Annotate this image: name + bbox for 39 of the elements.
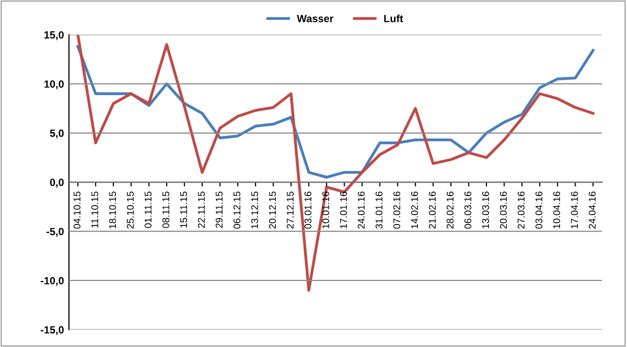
x-tick-label: 13.03.16 xyxy=(482,192,490,228)
x-tick-label: 04.10.15 xyxy=(74,192,80,229)
x-tick-label: 20.12.15 xyxy=(268,192,276,229)
x-tick-label: 28.02.16 xyxy=(446,192,454,229)
x-tick-label: 03.04.16 xyxy=(535,192,542,229)
x-tick-label: 29.11.15 xyxy=(216,192,223,228)
x-tick-label: 01.11.15 xyxy=(144,192,152,228)
y-tick-label: 5,0 xyxy=(50,130,64,138)
y-tick-label: -5,0 xyxy=(46,228,64,237)
x-tick-label: 03.01.16 xyxy=(304,192,312,229)
x-tick-label: 06.03.16 xyxy=(464,192,472,229)
x-tick-label: 27.12.15 xyxy=(286,192,294,229)
y-tick-label: -15,0 xyxy=(40,326,64,336)
x-tick-label: 13.12.15 xyxy=(251,192,258,228)
x-tick-label: 06.12.15 xyxy=(233,192,240,229)
x-tick-label: 08.11.15 xyxy=(162,192,170,228)
y-tick-label: 0,0 xyxy=(50,178,64,188)
y-tick-label: 15,0 xyxy=(44,31,64,40)
legend-label: Luft xyxy=(384,14,404,22)
legend-label: Wasser xyxy=(296,14,334,22)
x-tick-label: 25.10.15 xyxy=(126,192,134,229)
y-tick-label: 10,0 xyxy=(44,80,64,90)
x-tick-label: 20.03.16 xyxy=(500,192,507,229)
y-tick-label: -10,0 xyxy=(40,276,64,286)
x-tick-label: 18.10.15 xyxy=(109,192,116,228)
x-tick-label: 10.04.16 xyxy=(553,192,560,228)
x-tick-label: 17.04.16 xyxy=(571,192,578,228)
x-tick-label: 31.01.16 xyxy=(376,192,382,229)
x-tick-label: 17.01.16 xyxy=(340,192,347,228)
x-tick-label: 27.03.16 xyxy=(518,192,525,229)
x-tick-label: 22.11.15 xyxy=(198,192,205,228)
x-tick-label: 07.02.16 xyxy=(393,192,400,229)
x-tick-label: 24.04.16 xyxy=(588,192,596,229)
x-tick-label: 10.01.16 xyxy=(322,192,330,228)
x-tick-label: 14.02.16 xyxy=(411,192,418,228)
x-tick-label: 21.02.16 xyxy=(428,192,436,229)
x-tick-label: 11.10.15 xyxy=(91,192,98,228)
x-tick-label: 24.01.16 xyxy=(358,192,365,229)
x-tick-label: 15.11.15 xyxy=(180,192,188,228)
